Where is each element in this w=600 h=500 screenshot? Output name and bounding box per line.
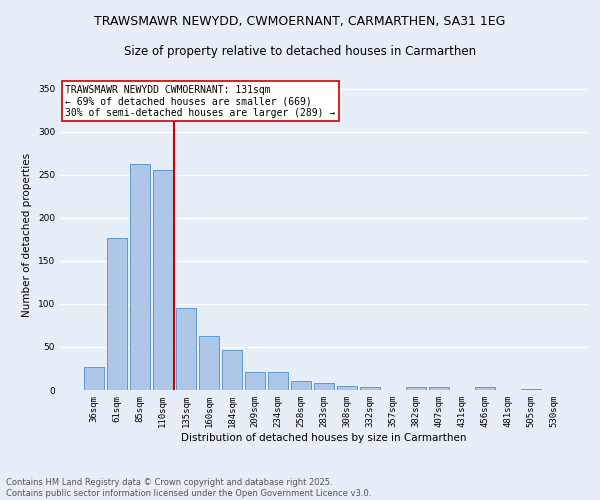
Text: Size of property relative to detached houses in Carmarthen: Size of property relative to detached ho… xyxy=(124,45,476,58)
Bar xyxy=(199,336,218,390)
Bar xyxy=(314,383,334,390)
Bar xyxy=(268,372,288,390)
Y-axis label: Number of detached properties: Number of detached properties xyxy=(22,153,32,317)
Bar xyxy=(337,386,357,390)
Bar xyxy=(153,170,173,390)
X-axis label: Distribution of detached houses by size in Carmarthen: Distribution of detached houses by size … xyxy=(181,432,467,442)
Bar xyxy=(406,386,426,390)
Text: TRAWSMAWR NEWYDD CWMOERNANT: 131sqm
← 69% of detached houses are smaller (669)
3: TRAWSMAWR NEWYDD CWMOERNANT: 131sqm ← 69… xyxy=(65,84,335,118)
Bar xyxy=(176,308,196,390)
Bar xyxy=(222,350,242,390)
Bar xyxy=(430,386,449,390)
Bar xyxy=(360,388,380,390)
Bar xyxy=(291,382,311,390)
Text: TRAWSMAWR NEWYDD, CWMOERNANT, CARMARTHEN, SA31 1EG: TRAWSMAWR NEWYDD, CWMOERNANT, CARMARTHEN… xyxy=(94,15,506,28)
Bar xyxy=(130,164,149,390)
Bar xyxy=(245,372,265,390)
Bar xyxy=(475,388,495,390)
Bar xyxy=(107,238,127,390)
Bar xyxy=(521,389,541,390)
Bar xyxy=(84,367,104,390)
Text: Contains HM Land Registry data © Crown copyright and database right 2025.
Contai: Contains HM Land Registry data © Crown c… xyxy=(6,478,371,498)
